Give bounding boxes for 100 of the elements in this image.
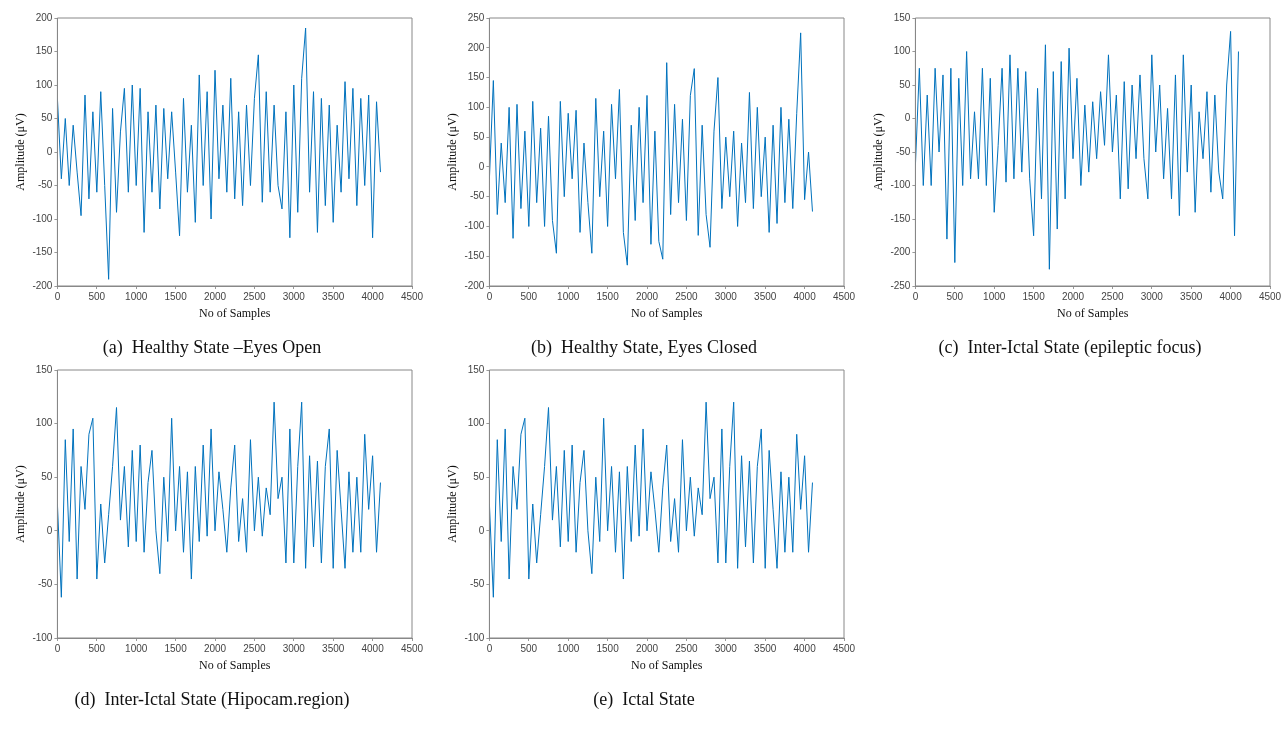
- x-tick-label: 1000: [125, 290, 148, 302]
- y-tick-label: -100: [890, 179, 911, 191]
- x-tick-label: 3500: [322, 642, 345, 654]
- x-tick-label: 2500: [243, 642, 266, 654]
- x-tick-label: 3000: [1140, 290, 1164, 302]
- x-tick-label: 3000: [282, 642, 306, 654]
- x-tick-label: 2500: [675, 642, 698, 654]
- y-tick-label: 50: [41, 470, 53, 482]
- x-axis-title: No of Samples: [631, 658, 703, 673]
- x-tick-label: 4000: [361, 290, 385, 302]
- x-tick-label: 4000: [793, 642, 817, 654]
- y-tick-label: -50: [37, 179, 53, 191]
- x-tick-label: 3500: [1180, 290, 1203, 302]
- y-axis-title: Amplitude (μV): [13, 113, 28, 191]
- y-tick-label: 0: [904, 112, 911, 124]
- y-tick-label: -100: [464, 220, 485, 232]
- x-tick-label: 1000: [557, 290, 580, 302]
- y-tick-label: -150: [464, 249, 485, 261]
- y-tick-label: 150: [467, 363, 485, 375]
- y-tick-label: 250: [467, 11, 485, 23]
- x-tick-label: 1500: [164, 290, 188, 302]
- y-tick-label: 50: [899, 78, 911, 90]
- y-tick-label: 100: [467, 417, 485, 429]
- x-tick-label: 1000: [125, 642, 148, 654]
- y-axis-title: Amplitude (μV): [445, 113, 460, 191]
- y-tick-label: 100: [35, 417, 53, 429]
- x-tick-label: 500: [88, 290, 106, 302]
- x-tick-label: 2500: [243, 290, 266, 302]
- x-tick-label: 1500: [596, 290, 620, 302]
- y-tick-label: 0: [46, 145, 53, 157]
- x-tick-label: 1500: [164, 642, 188, 654]
- x-axis-title: No of Samples: [1057, 306, 1129, 321]
- x-tick-label: 0: [54, 642, 61, 654]
- x-tick-label: 3500: [754, 642, 777, 654]
- x-tick-label: 4500: [832, 642, 856, 654]
- text: (e) Ictal State: [593, 688, 695, 710]
- y-tick-label: 100: [467, 101, 485, 113]
- x-tick-label: 3000: [714, 642, 738, 654]
- x-tick-label: 0: [486, 642, 493, 654]
- y-tick-label: 50: [473, 130, 485, 142]
- x-tick-label: 1000: [557, 642, 580, 654]
- y-tick-label: -150: [32, 246, 53, 258]
- y-tick-label: -50: [469, 578, 485, 590]
- x-tick-label: 1500: [596, 642, 620, 654]
- x-tick-label: 2000: [635, 642, 659, 654]
- y-tick-label: 100: [35, 78, 53, 90]
- y-tick-label: 200: [35, 11, 53, 23]
- x-tick-label: 3500: [322, 290, 345, 302]
- y-tick-label: 100: [893, 45, 911, 57]
- x-tick-label: 2000: [635, 290, 659, 302]
- y-tick-label: 200: [467, 41, 485, 53]
- x-tick-label: 4500: [400, 642, 424, 654]
- y-tick-label: -100: [32, 212, 53, 224]
- x-tick-label: 2000: [203, 642, 227, 654]
- y-tick-label: -200: [464, 279, 485, 291]
- y-tick-label: -250: [890, 279, 911, 291]
- text: (b) Healthy State, Eyes Closed: [531, 336, 757, 358]
- text: (c) Inter-Ictal State (epileptic focus): [938, 336, 1202, 358]
- y-axis-title: Amplitude (μV): [13, 465, 28, 543]
- y-tick-label: -50: [469, 190, 485, 202]
- y-tick-label: -100: [464, 631, 485, 643]
- x-tick-label: 2500: [1101, 290, 1124, 302]
- text: (d) Inter-Ictal State (Hipocam.region): [74, 688, 350, 710]
- y-axis-title: Amplitude (μV): [871, 113, 886, 191]
- y-tick-label: -200: [32, 279, 53, 291]
- y-tick-label: 150: [35, 363, 53, 375]
- x-axis-title: No of Samples: [199, 306, 271, 321]
- x-tick-label: 3500: [754, 290, 777, 302]
- x-tick-label: 0: [486, 290, 493, 302]
- y-tick-label: -100: [32, 631, 53, 643]
- x-tick-label: 4500: [400, 290, 424, 302]
- x-tick-label: 500: [520, 642, 538, 654]
- x-tick-label: 0: [912, 290, 919, 302]
- y-tick-label: -50: [37, 578, 53, 590]
- x-axis-title: No of Samples: [631, 306, 703, 321]
- y-tick-label: 50: [473, 470, 485, 482]
- x-tick-label: 4000: [1219, 290, 1243, 302]
- y-tick-label: 150: [893, 11, 911, 23]
- x-tick-label: 2000: [1061, 290, 1085, 302]
- y-tick-label: -150: [890, 212, 911, 224]
- y-tick-label: 150: [35, 45, 53, 57]
- x-tick-label: 2500: [675, 290, 698, 302]
- y-tick-label: -200: [890, 246, 911, 258]
- x-tick-label: 1000: [983, 290, 1006, 302]
- x-tick-label: 4500: [1258, 290, 1282, 302]
- y-tick-label: 0: [478, 524, 485, 536]
- y-tick-label: 0: [46, 524, 53, 536]
- text: (a) Healthy State –Eyes Open: [102, 336, 322, 358]
- y-tick-label: -50: [895, 145, 911, 157]
- x-tick-label: 4500: [832, 290, 856, 302]
- x-tick-label: 4000: [793, 290, 817, 302]
- y-tick-label: 150: [467, 71, 485, 83]
- x-tick-label: 4000: [361, 642, 385, 654]
- x-tick-label: 3000: [282, 290, 306, 302]
- x-tick-label: 500: [520, 290, 538, 302]
- x-axis-title: No of Samples: [199, 658, 271, 673]
- x-tick-label: 0: [54, 290, 61, 302]
- x-tick-label: 500: [88, 642, 106, 654]
- x-tick-label: 3000: [714, 290, 738, 302]
- x-tick-label: 1500: [1022, 290, 1046, 302]
